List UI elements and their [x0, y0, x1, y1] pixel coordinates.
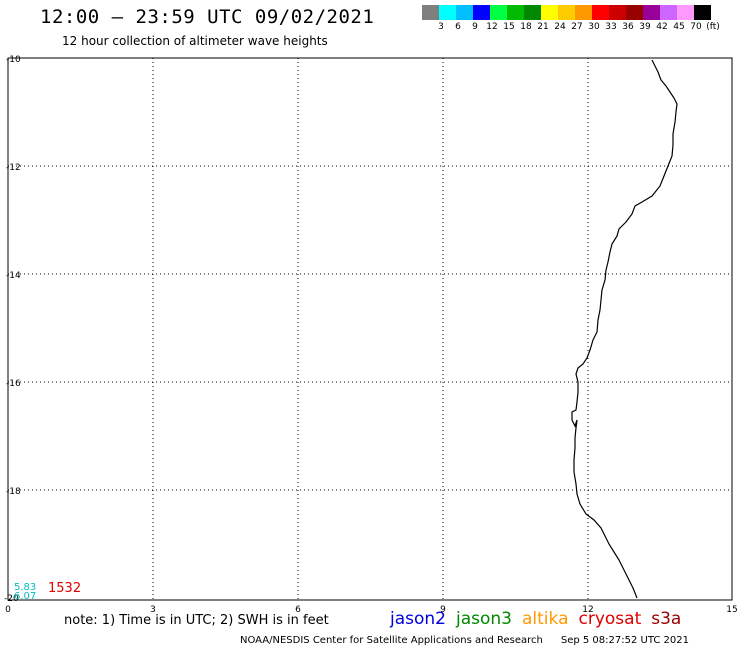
legend-label: 3 [438, 22, 444, 32]
wave-height-reading: 6.07 [14, 591, 37, 602]
legend-swatch [456, 5, 473, 20]
legend-swatch [694, 5, 711, 20]
legend-label: (ft) [706, 22, 720, 32]
legend-swatch [677, 5, 694, 20]
y-tick-label: -16 [6, 379, 21, 389]
legend-label: 33 [605, 22, 617, 32]
y-tick-label: -12 [6, 163, 21, 173]
legend-swatch [558, 5, 575, 20]
legend-swatch [575, 5, 592, 20]
x-tick-label: 0 [5, 605, 11, 615]
satellite-legend: jason2 jason3 altika cryosat s3a [390, 609, 691, 629]
coastline [571, 59, 678, 599]
x-tick-label: 6 [295, 605, 301, 615]
y-tick-label: -18 [6, 487, 21, 497]
map-title: 12:00 – 23:59 UTC 09/02/2021 [40, 6, 375, 28]
wave-height-reading: 5.83 [14, 582, 37, 593]
latitude-gridlines [8, 165, 732, 491]
legend-label: 15 [503, 22, 515, 32]
credit-line: NOAA/NESDIS Center for Satellite Applica… [240, 635, 689, 646]
satellite-altika: altika [522, 609, 569, 629]
legend-label: 42 [656, 22, 668, 32]
legend-swatch [609, 5, 626, 20]
legend-label: 27 [571, 22, 583, 32]
satellite-cryosat: cryosat [578, 609, 642, 629]
generated-timestamp: Sep 5 08:27:52 UTC 2021 [560, 635, 689, 646]
satellite-s3a: s3a [651, 609, 682, 629]
legend-label: 21 [537, 22, 549, 32]
legend-swatch [490, 5, 507, 20]
x-tick-label: 15 [726, 605, 737, 615]
y-axis-labels: -10 -12 -14 -16 -18 -20 [4, 55, 21, 604]
legend-swatch [507, 5, 524, 20]
legend-swatch [626, 5, 643, 20]
plot-frame [7, 57, 733, 601]
x-tick-label: 9 [440, 605, 446, 615]
pass-time-label: 1532 [48, 581, 82, 596]
legend-swatch [643, 5, 660, 20]
y-tick-label: -20 [4, 594, 19, 604]
legend-label: 9 [472, 22, 478, 32]
credit-agency: NOAA/NESDIS Center for Satellite Applica… [240, 635, 543, 646]
legend-label: 30 [588, 22, 600, 32]
legend-swatch [592, 5, 609, 20]
legend-label: 45 [673, 22, 685, 32]
wave-height-color-legend [422, 5, 711, 20]
x-tick-label: 12 [582, 605, 593, 615]
legend-label: 24 [554, 22, 566, 32]
longitude-gridlines [152, 58, 589, 600]
y-tick-label: -14 [6, 271, 21, 281]
legend-label: 12 [486, 22, 498, 32]
legend-swatch [660, 5, 677, 20]
legend-label: 6 [455, 22, 461, 32]
legend-swatch [473, 5, 490, 20]
legend-swatch [422, 5, 439, 20]
legend-label: 18 [520, 22, 532, 32]
legend-swatch [541, 5, 558, 20]
satellite-jason2: jason2 [390, 609, 446, 629]
legend-swatch [439, 5, 456, 20]
map-subtitle: 12 hour collection of altimeter wave hei… [62, 34, 328, 48]
satellite-jason3: jason3 [456, 609, 512, 629]
x-tick-label: 3 [150, 605, 156, 615]
units-note: note: 1) Time is in UTC; 2) SWH is in fe… [64, 613, 329, 628]
legend-label: 39 [639, 22, 651, 32]
legend-label: 36 [622, 22, 634, 32]
y-tick-label: -10 [6, 55, 21, 65]
legend-label: 70 [690, 22, 702, 32]
x-axis-labels: 0 3 6 9 12 15 [5, 605, 738, 615]
legend-swatch [524, 5, 541, 20]
